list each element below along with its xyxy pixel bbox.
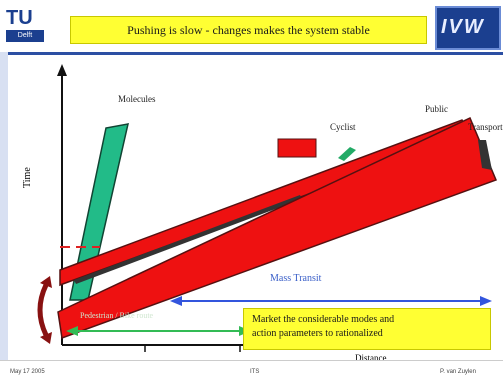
slide-header: TU Delft Pushing is slow - changes makes… <box>0 0 503 52</box>
cyclist-marker <box>338 147 356 161</box>
label-molecules: Molecules <box>118 94 156 104</box>
right-arrowhead-icon <box>480 296 492 306</box>
slide-title: Pushing is slow - changes makes the syst… <box>70 16 427 44</box>
logo-tu-subtext: Delft <box>6 30 44 42</box>
hatched-strip <box>74 195 302 284</box>
curved-arrow-head-icon <box>40 276 52 288</box>
label-transport: Transport <box>468 122 503 132</box>
left-arrowhead-icon <box>170 296 182 306</box>
left-margin-bar <box>0 52 8 360</box>
note-box: Market the considerable modes and action… <box>243 308 491 350</box>
logo-tu-text: TU <box>6 7 33 29</box>
y-axis-label: Time <box>22 167 33 188</box>
main-band <box>57 116 497 340</box>
tu-delft-logo: TU Delft <box>6 8 46 46</box>
curved-arrow-tail-icon <box>40 332 52 344</box>
curved-arrow <box>37 283 49 337</box>
ivw-logo: IVW <box>435 6 501 50</box>
header-divider <box>0 52 503 55</box>
slow-mode-label: Pedestrian / Bike route <box>80 311 154 320</box>
note-line: action parameters to rationalized <box>252 328 383 339</box>
slide-footer: May 17 2005 ITS P. van Zuylen <box>0 360 503 382</box>
y-axis-arrow-icon <box>57 64 67 76</box>
label-public: Public <box>425 104 449 114</box>
note-line: Market the considerable modes and <box>252 314 395 325</box>
label-cyclist: Cyclist <box>330 122 356 132</box>
footer-middle: ITS <box>250 369 260 375</box>
logo-ivw-text: IVW <box>441 16 485 38</box>
left-arrowhead-icon <box>66 326 78 336</box>
mass-transit-label: Mass Transit <box>270 273 322 284</box>
footer-date: May 17 2005 <box>10 369 45 375</box>
x-axis-label: Distance <box>355 353 387 363</box>
band-end-mark <box>478 140 492 170</box>
marker-rectangle <box>277 138 317 158</box>
footer-author: P. van Zuylen <box>440 369 476 375</box>
